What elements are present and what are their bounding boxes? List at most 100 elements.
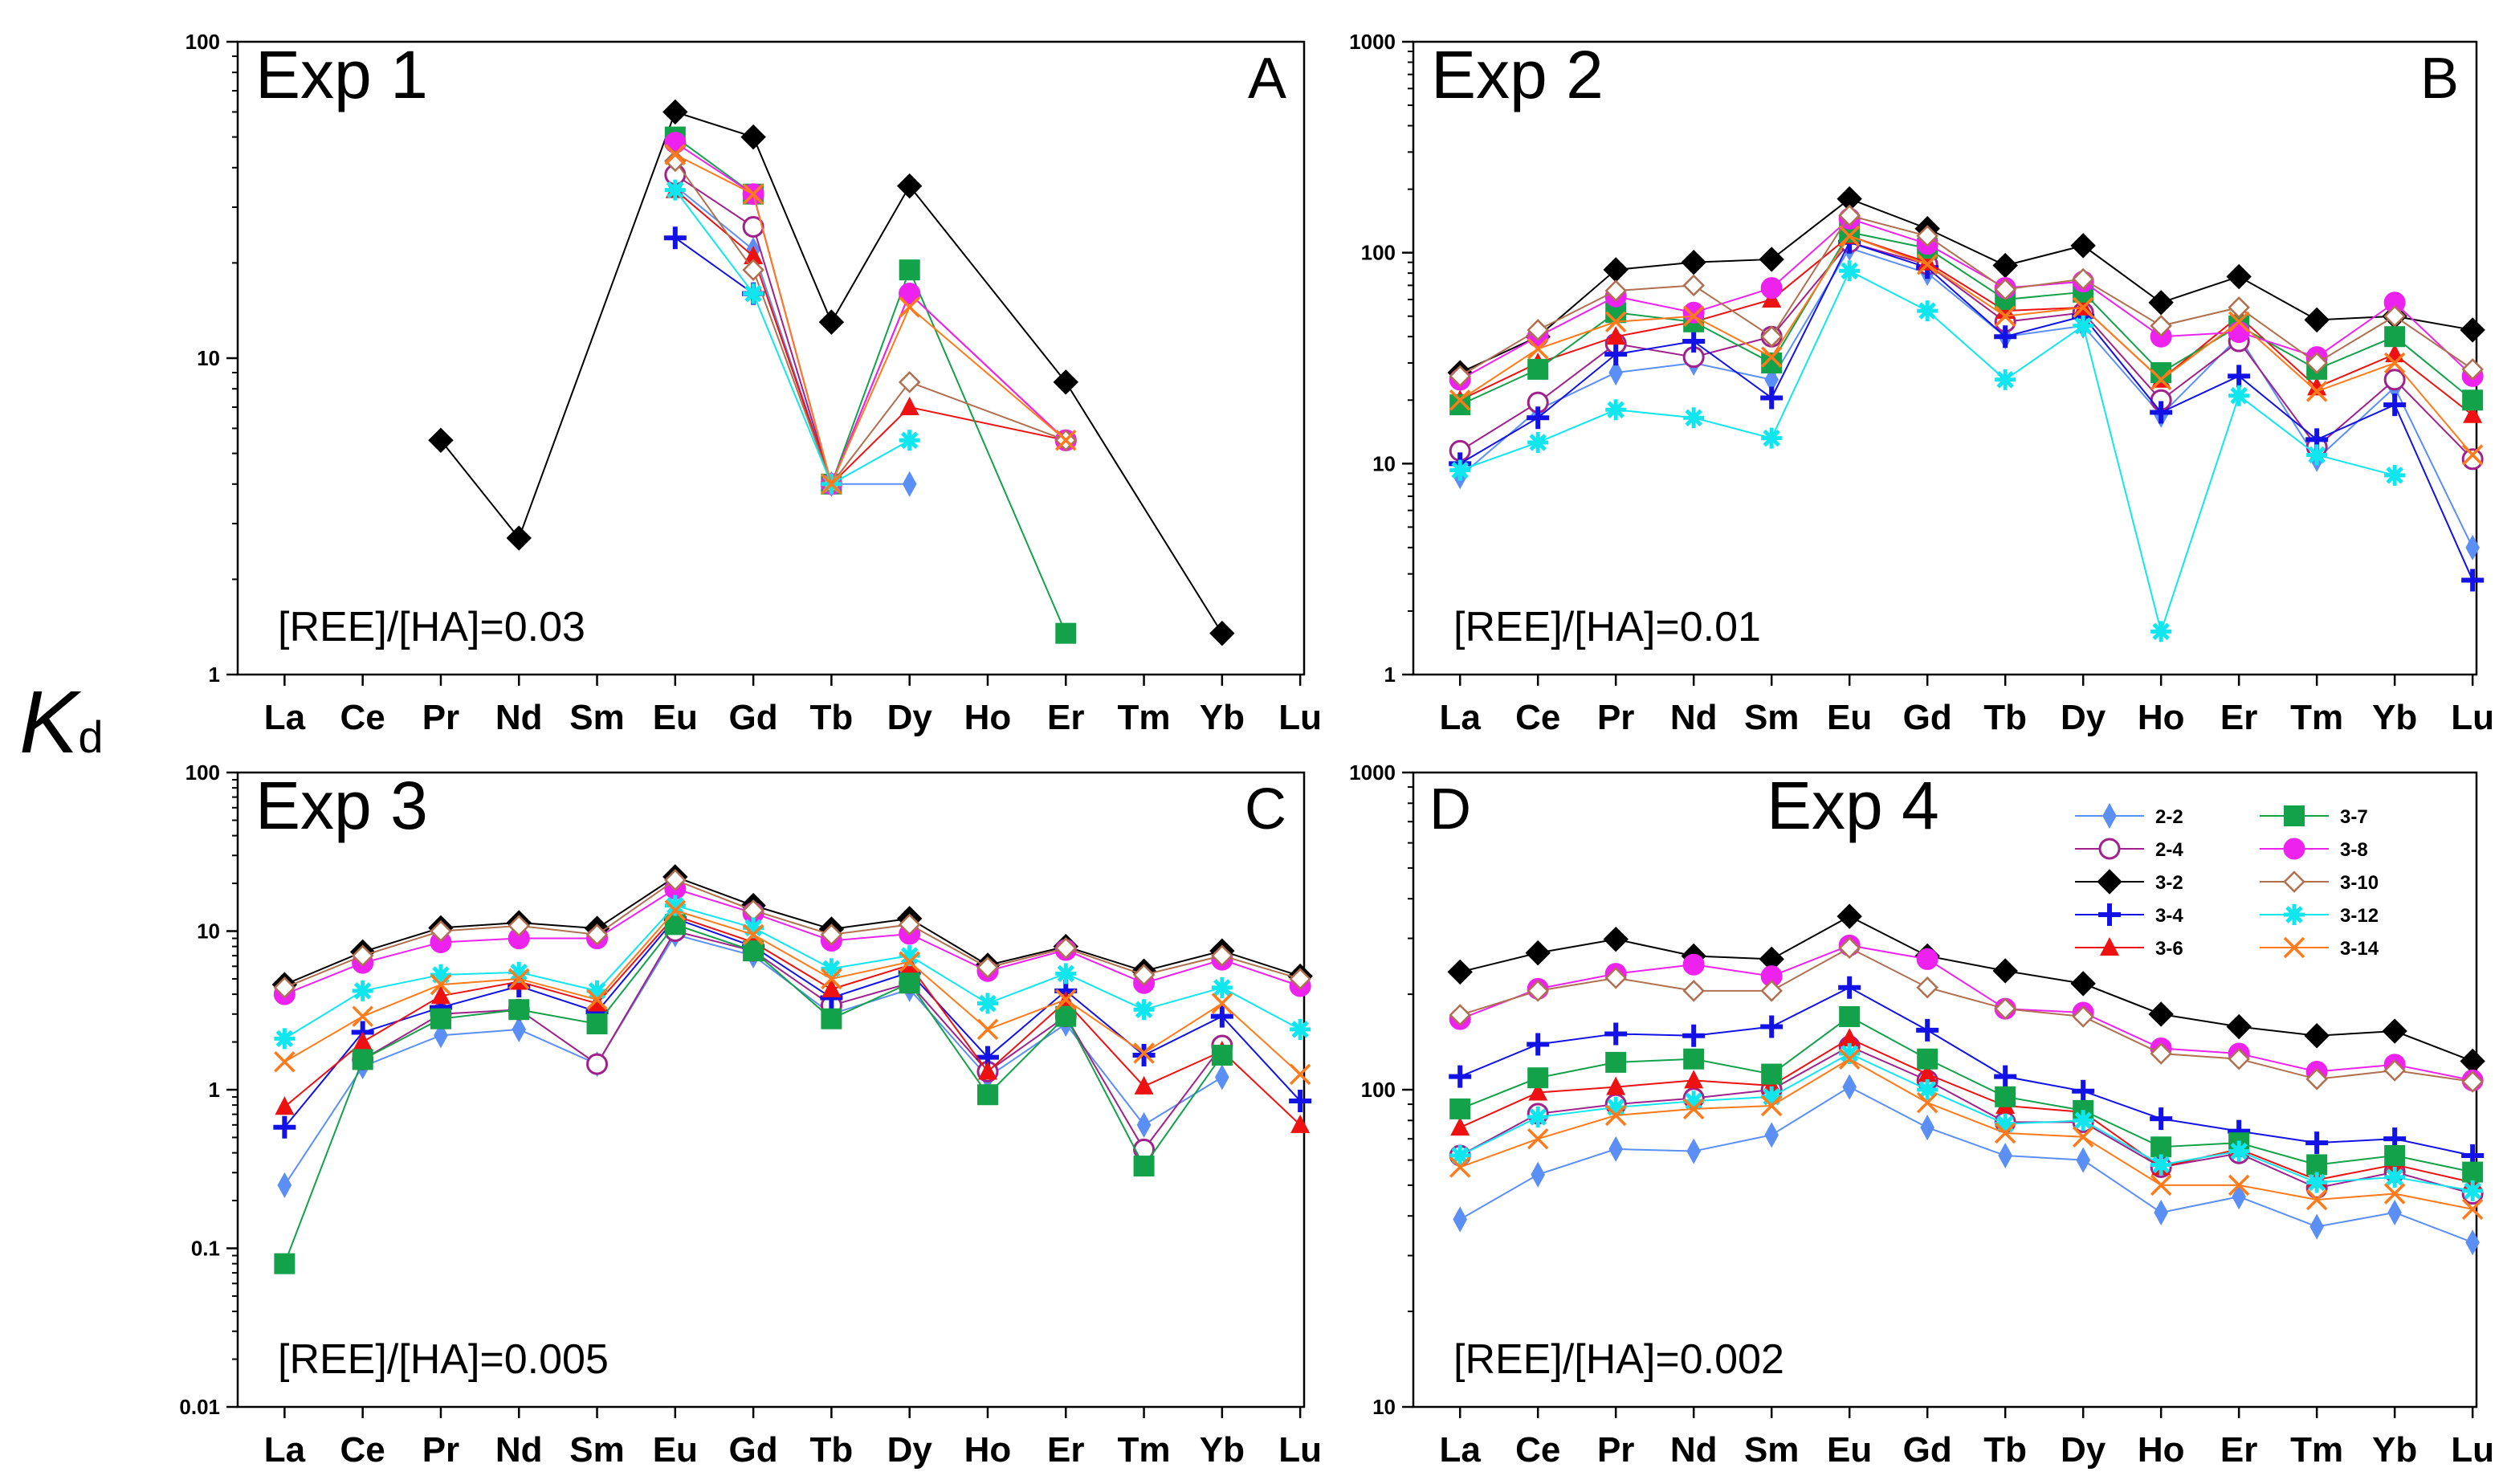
data-point xyxy=(1606,1076,1626,1095)
data-point xyxy=(587,993,607,1012)
legend-label: 3-4 xyxy=(2155,905,2183,927)
series-line xyxy=(283,875,1301,986)
data-point xyxy=(1053,369,1078,395)
data-point xyxy=(2465,1229,2480,1256)
series-3-12 xyxy=(1449,1042,2484,1201)
series-3-4 xyxy=(273,907,1312,1139)
plot-frame xyxy=(236,40,1306,676)
data-point xyxy=(899,259,920,281)
series-line xyxy=(440,111,1223,634)
series-line xyxy=(1459,269,2395,634)
data-point xyxy=(1842,1074,1857,1100)
data-point xyxy=(1839,260,1861,282)
data-point xyxy=(1994,325,2017,349)
series-3-4 xyxy=(1449,976,2485,1168)
x-tick-label: Ce xyxy=(1515,698,1560,737)
data-point xyxy=(1604,311,1627,333)
data-point xyxy=(1836,903,1862,929)
data-point xyxy=(2383,393,2407,417)
data-point xyxy=(2232,1184,2246,1210)
data-point xyxy=(585,923,609,946)
data-point xyxy=(1605,1096,1627,1118)
legend-label: 3-12 xyxy=(2340,905,2379,927)
data-point xyxy=(2226,1013,2252,1040)
data-point xyxy=(508,915,531,937)
y-tick-label: 10 xyxy=(1372,451,1396,475)
data-point xyxy=(352,1049,373,1070)
chart-title: Exp 2 xyxy=(1431,37,1604,112)
data-point xyxy=(2073,315,2094,336)
data-point xyxy=(1449,1098,1471,1119)
panel-letter: B xyxy=(2420,47,2459,111)
data-point xyxy=(2460,317,2485,343)
data-point xyxy=(1761,1086,1783,1107)
x-tick-label: Eu xyxy=(1827,698,1872,737)
panel-letter: A xyxy=(1248,47,1286,111)
series-3-4 xyxy=(1449,230,2485,592)
data-point xyxy=(1605,399,1627,421)
series-3-7 xyxy=(274,914,1233,1274)
data-point xyxy=(1838,976,1861,999)
data-point xyxy=(1916,254,1938,275)
series-3-10 xyxy=(664,149,1078,495)
data-point xyxy=(2150,621,2172,642)
x-tick-label: Yb xyxy=(2372,698,2417,737)
x-tick-label: Yb xyxy=(1200,698,1245,737)
data-point xyxy=(664,179,686,201)
data-point xyxy=(1055,963,1077,985)
series-line xyxy=(1459,234,2473,456)
x-tick-label: Yb xyxy=(1200,1430,1245,1470)
series-2-2 xyxy=(1453,235,2480,561)
data-point xyxy=(1449,1145,1471,1167)
series-line xyxy=(1459,231,2473,406)
x-tick-label: Er xyxy=(1047,698,1084,737)
data-point xyxy=(1449,1004,1471,1026)
data-point xyxy=(1764,1122,1779,1148)
legend-label: 3-2 xyxy=(2155,872,2183,894)
series-line xyxy=(284,887,1301,996)
legend-marker xyxy=(2097,869,2122,895)
data-point xyxy=(2072,267,2094,291)
data-point xyxy=(1916,225,1938,247)
data-point xyxy=(1215,1064,1229,1091)
data-point xyxy=(2306,444,2328,466)
data-point xyxy=(1992,252,2018,279)
legend-label: 3-7 xyxy=(2340,806,2368,828)
data-point xyxy=(664,144,687,165)
x-tick-label: Tm xyxy=(1118,1430,1171,1470)
x-tick-label: Gd xyxy=(729,698,778,737)
data-point xyxy=(430,973,452,996)
x-tick-label: Nd xyxy=(1670,698,1718,737)
data-point xyxy=(430,985,450,1005)
x-tick-label: Sm xyxy=(1744,1430,1799,1470)
data-point xyxy=(1994,1122,2016,1144)
data-point xyxy=(2462,1180,2484,1201)
x-tick-label: La xyxy=(1440,698,1482,737)
series-line xyxy=(362,930,1223,1152)
data-point xyxy=(1992,958,2018,984)
data-point xyxy=(1525,940,1551,966)
data-point xyxy=(2384,1145,2406,1167)
series-line xyxy=(1459,915,2473,1062)
data-point xyxy=(1449,394,1471,416)
data-point xyxy=(1290,1114,1311,1133)
data-point xyxy=(1683,1048,1705,1070)
data-point xyxy=(1761,1063,1783,1085)
series-line xyxy=(1459,198,2473,373)
data-point xyxy=(899,430,920,451)
legend-label: 3-6 xyxy=(2155,938,2183,960)
data-point xyxy=(1527,1067,1549,1089)
panel-letter: C xyxy=(1245,777,1286,842)
legend-marker xyxy=(2283,870,2305,893)
y-tick-label: 1000 xyxy=(1349,30,1396,54)
data-point xyxy=(508,961,530,983)
data-point xyxy=(1682,274,1705,297)
data-point xyxy=(2150,1042,2172,1065)
x-tick-label: Er xyxy=(2220,698,2257,737)
data-point xyxy=(902,471,917,497)
data-point xyxy=(1527,358,1549,380)
data-point xyxy=(2226,263,2252,290)
data-point xyxy=(1290,1018,1311,1040)
legend-marker xyxy=(2284,805,2305,826)
data-point xyxy=(1916,1091,1938,1114)
